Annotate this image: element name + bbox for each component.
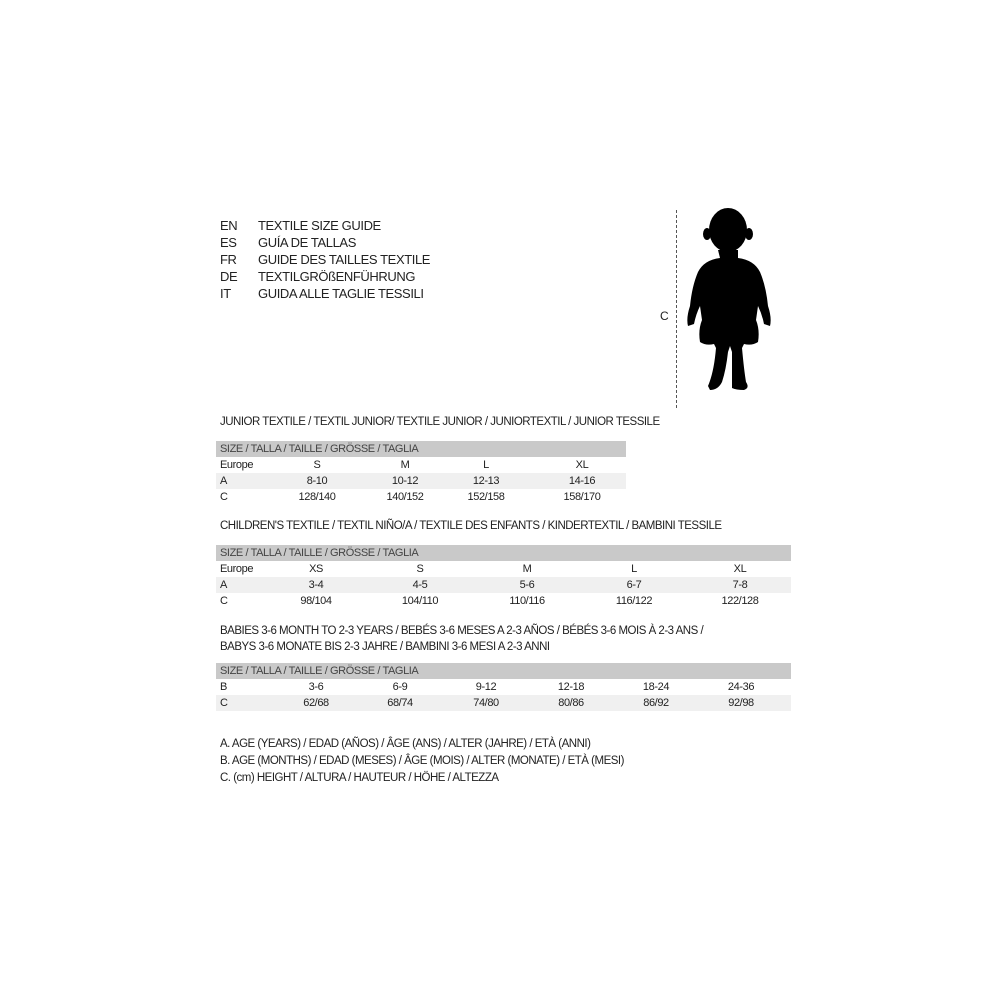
guide-title-en: EN TEXTILE SIZE GUIDE [220, 217, 430, 234]
header-label: SIZE / TALLA / TAILLE / GRÖSSE / TAGLIA [220, 443, 419, 455]
cell: 3-6 [308, 681, 324, 693]
lang-title: GUÍA DE TALLAS [258, 235, 356, 250]
row-label: A [220, 579, 227, 591]
row-label: C [220, 491, 228, 503]
table-row: C 62/68 68/74 74/80 80/86 86/92 92/98 [216, 695, 791, 711]
legend-item-b: B. AGE (MONTHS) / EDAD (MESES) / ÂGE (MO… [220, 755, 624, 767]
cell: 116/122 [615, 595, 653, 607]
lang-code: ES [220, 235, 237, 250]
cell: XL [733, 563, 747, 575]
babies-section-title-line1: BABIES 3-6 MONTH TO 2-3 YEARS / BEBÉS 3-… [220, 625, 704, 637]
legend-item-a: A. AGE (YEARS) / EDAD (AÑOS) / ÂGE (ANS)… [220, 738, 591, 750]
lang-code: DE [220, 269, 238, 284]
cell: 80/86 [558, 697, 584, 709]
lang-title: GUIDA ALLE TAGLIE TESSILI [258, 286, 424, 301]
lang-title: GUIDE DES TAILLES TEXTILE [258, 252, 431, 267]
cell: L [631, 563, 637, 575]
lang-code: EN [220, 218, 238, 233]
table-row: A 3-4 4-5 5-6 6-7 7-8 [216, 577, 791, 593]
cell: 7-8 [732, 579, 748, 591]
table-row: Europe S M L XL [216, 457, 626, 473]
cell: 4-5 [412, 579, 428, 591]
cell: 10-12 [391, 475, 419, 487]
cell: 5-6 [519, 579, 535, 591]
cell: 12-18 [557, 681, 585, 693]
table-row: A 8-10 10-12 12-13 14-16 [216, 473, 626, 489]
row-label: A [220, 475, 227, 487]
table-header: SIZE / TALLA / TAILLE / GRÖSSE / TAGLIA [216, 663, 791, 679]
cell: 122/128 [721, 595, 759, 607]
cell: 6-9 [392, 681, 408, 693]
cell: M [400, 459, 410, 471]
babies-section-title-line2: BABYS 3-6 MONATE BIS 2-3 JAHRE / BAMBINI… [220, 641, 550, 653]
guide-title-es: ES GUÍA DE TALLAS [220, 234, 430, 251]
children-size-table: SIZE / TALLA / TAILLE / GRÖSSE / TAGLIA … [216, 545, 791, 609]
row-label: C [220, 595, 228, 607]
cell: 128/140 [298, 491, 336, 503]
height-label: C [660, 309, 669, 323]
table-row: C 98/104 104/110 110/116 116/122 122/128 [216, 593, 791, 609]
table-header: SIZE / TALLA / TAILLE / GRÖSSE / TAGLIA [216, 545, 791, 561]
children-section-title: CHILDREN'S TEXTILE / TEXTIL NIÑO/A / TEX… [220, 520, 722, 532]
babies-size-table: SIZE / TALLA / TAILLE / GRÖSSE / TAGLIA … [216, 663, 791, 711]
cell: 86/92 [643, 697, 669, 709]
cell: XL [575, 459, 589, 471]
lang-code: IT [220, 286, 231, 301]
lang-code: FR [220, 252, 237, 267]
table-row: C 128/140 140/152 152/158 158/170 [216, 489, 626, 505]
cell: 68/74 [387, 697, 413, 709]
row-label: B [220, 681, 227, 693]
lang-title: TEXTILE SIZE GUIDE [258, 218, 381, 233]
cell: XS [309, 563, 323, 575]
guide-title-de: DE TEXTILGRÖßENFÜHRUNG [220, 268, 430, 285]
cell: 8-10 [306, 475, 328, 487]
cell: 152/158 [467, 491, 505, 503]
table-header: SIZE / TALLA / TAILLE / GRÖSSE / TAGLIA [216, 441, 626, 457]
cell: M [522, 563, 532, 575]
guide-title-it: IT GUIDA ALLE TAGLIE TESSILI [220, 285, 430, 302]
cell: 98/104 [300, 595, 332, 607]
legend: A. AGE (YEARS) / EDAD (AÑOS) / ÂGE (ANS)… [220, 736, 624, 787]
table-row: B 3-6 6-9 9-12 12-18 18-24 24-36 [216, 679, 791, 695]
cell: 62/68 [303, 697, 329, 709]
row-label: Europe [220, 563, 254, 575]
cell: 140/152 [386, 491, 424, 503]
cell: L [483, 459, 489, 471]
cell: S [416, 563, 424, 575]
cell: 12-13 [472, 475, 500, 487]
cell: 18-24 [642, 681, 670, 693]
header-label: SIZE / TALLA / TAILLE / GRÖSSE / TAGLIA [220, 665, 419, 677]
cell: 3-4 [308, 579, 324, 591]
cell: 158/170 [563, 491, 601, 503]
cell: 92/98 [728, 697, 754, 709]
cell: 104/110 [401, 595, 439, 607]
cell: 24-36 [727, 681, 755, 693]
junior-size-table: SIZE / TALLA / TAILLE / GRÖSSE / TAGLIA … [216, 441, 626, 505]
cell: 110/116 [509, 595, 545, 607]
cell: 14-16 [568, 475, 596, 487]
legend-item-c: C. (cm) HEIGHT / ALTURA / HAUTEUR / HÖHE… [220, 772, 499, 784]
child-silhouette-icon [687, 208, 771, 390]
row-label: C [220, 697, 228, 709]
row-label: Europe [220, 459, 254, 471]
lang-title: TEXTILGRÖßENFÜHRUNG [258, 269, 416, 284]
header-label: SIZE / TALLA / TAILLE / GRÖSSE / TAGLIA [220, 547, 419, 559]
cell: 9-12 [475, 681, 497, 693]
cell: 6-7 [626, 579, 642, 591]
height-measure-line [676, 210, 677, 408]
cell: 74/80 [473, 697, 499, 709]
cell: S [313, 459, 321, 471]
table-row: Europe XS S M L XL [216, 561, 791, 577]
guide-titles: EN TEXTILE SIZE GUIDE ES GUÍA DE TALLAS FR… [220, 217, 430, 302]
guide-title-fr: FR GUIDE DES TAILLES TEXTILE [220, 251, 430, 268]
junior-section-title: JUNIOR TEXTILE / TEXTIL JUNIOR/ TEXTILE … [220, 416, 660, 428]
